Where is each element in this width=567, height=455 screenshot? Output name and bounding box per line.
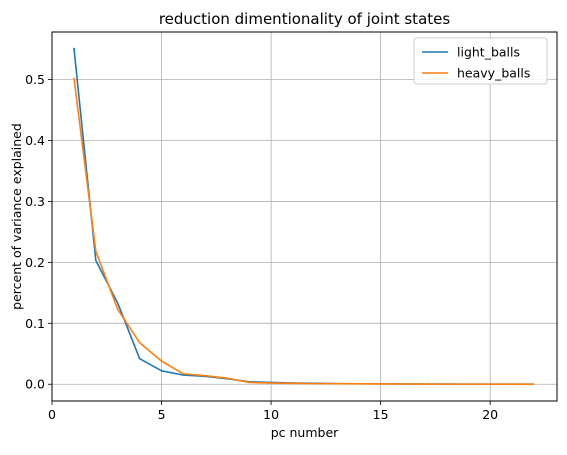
y-tick-label: 0.4 bbox=[25, 133, 45, 148]
x-tick-label: 5 bbox=[158, 407, 166, 422]
legend-label-light_balls: light_balls bbox=[457, 45, 520, 60]
y-tick-label: 0.1 bbox=[25, 316, 45, 331]
x-tick-label: 10 bbox=[263, 407, 279, 422]
legend-label-heavy_balls: heavy_balls bbox=[457, 66, 530, 81]
x-tick-label: 0 bbox=[48, 407, 56, 422]
series-layer bbox=[73, 47, 534, 385]
y-tick-label: 0.0 bbox=[25, 377, 45, 392]
y-tick-label: 0.2 bbox=[25, 255, 45, 270]
ticks: 0 5 10 15 20 0.0 0.1 0.2 0.3 0.4 0.5 bbox=[25, 72, 498, 422]
y-tick-label: 0.5 bbox=[25, 72, 45, 87]
x-axis-label: pc number bbox=[271, 425, 339, 440]
y-tick-label: 0.3 bbox=[25, 194, 45, 209]
chart-title: reduction dimentionality of joint states bbox=[159, 10, 451, 28]
y-axis-label: percent of variance explained bbox=[9, 123, 24, 310]
x-tick-label: 20 bbox=[482, 407, 498, 422]
x-tick-label: 15 bbox=[373, 407, 389, 422]
series-line-heavy_balls bbox=[73, 77, 534, 385]
legend: light_balls heavy_balls bbox=[413, 37, 548, 85]
plot-frame bbox=[51, 31, 558, 402]
